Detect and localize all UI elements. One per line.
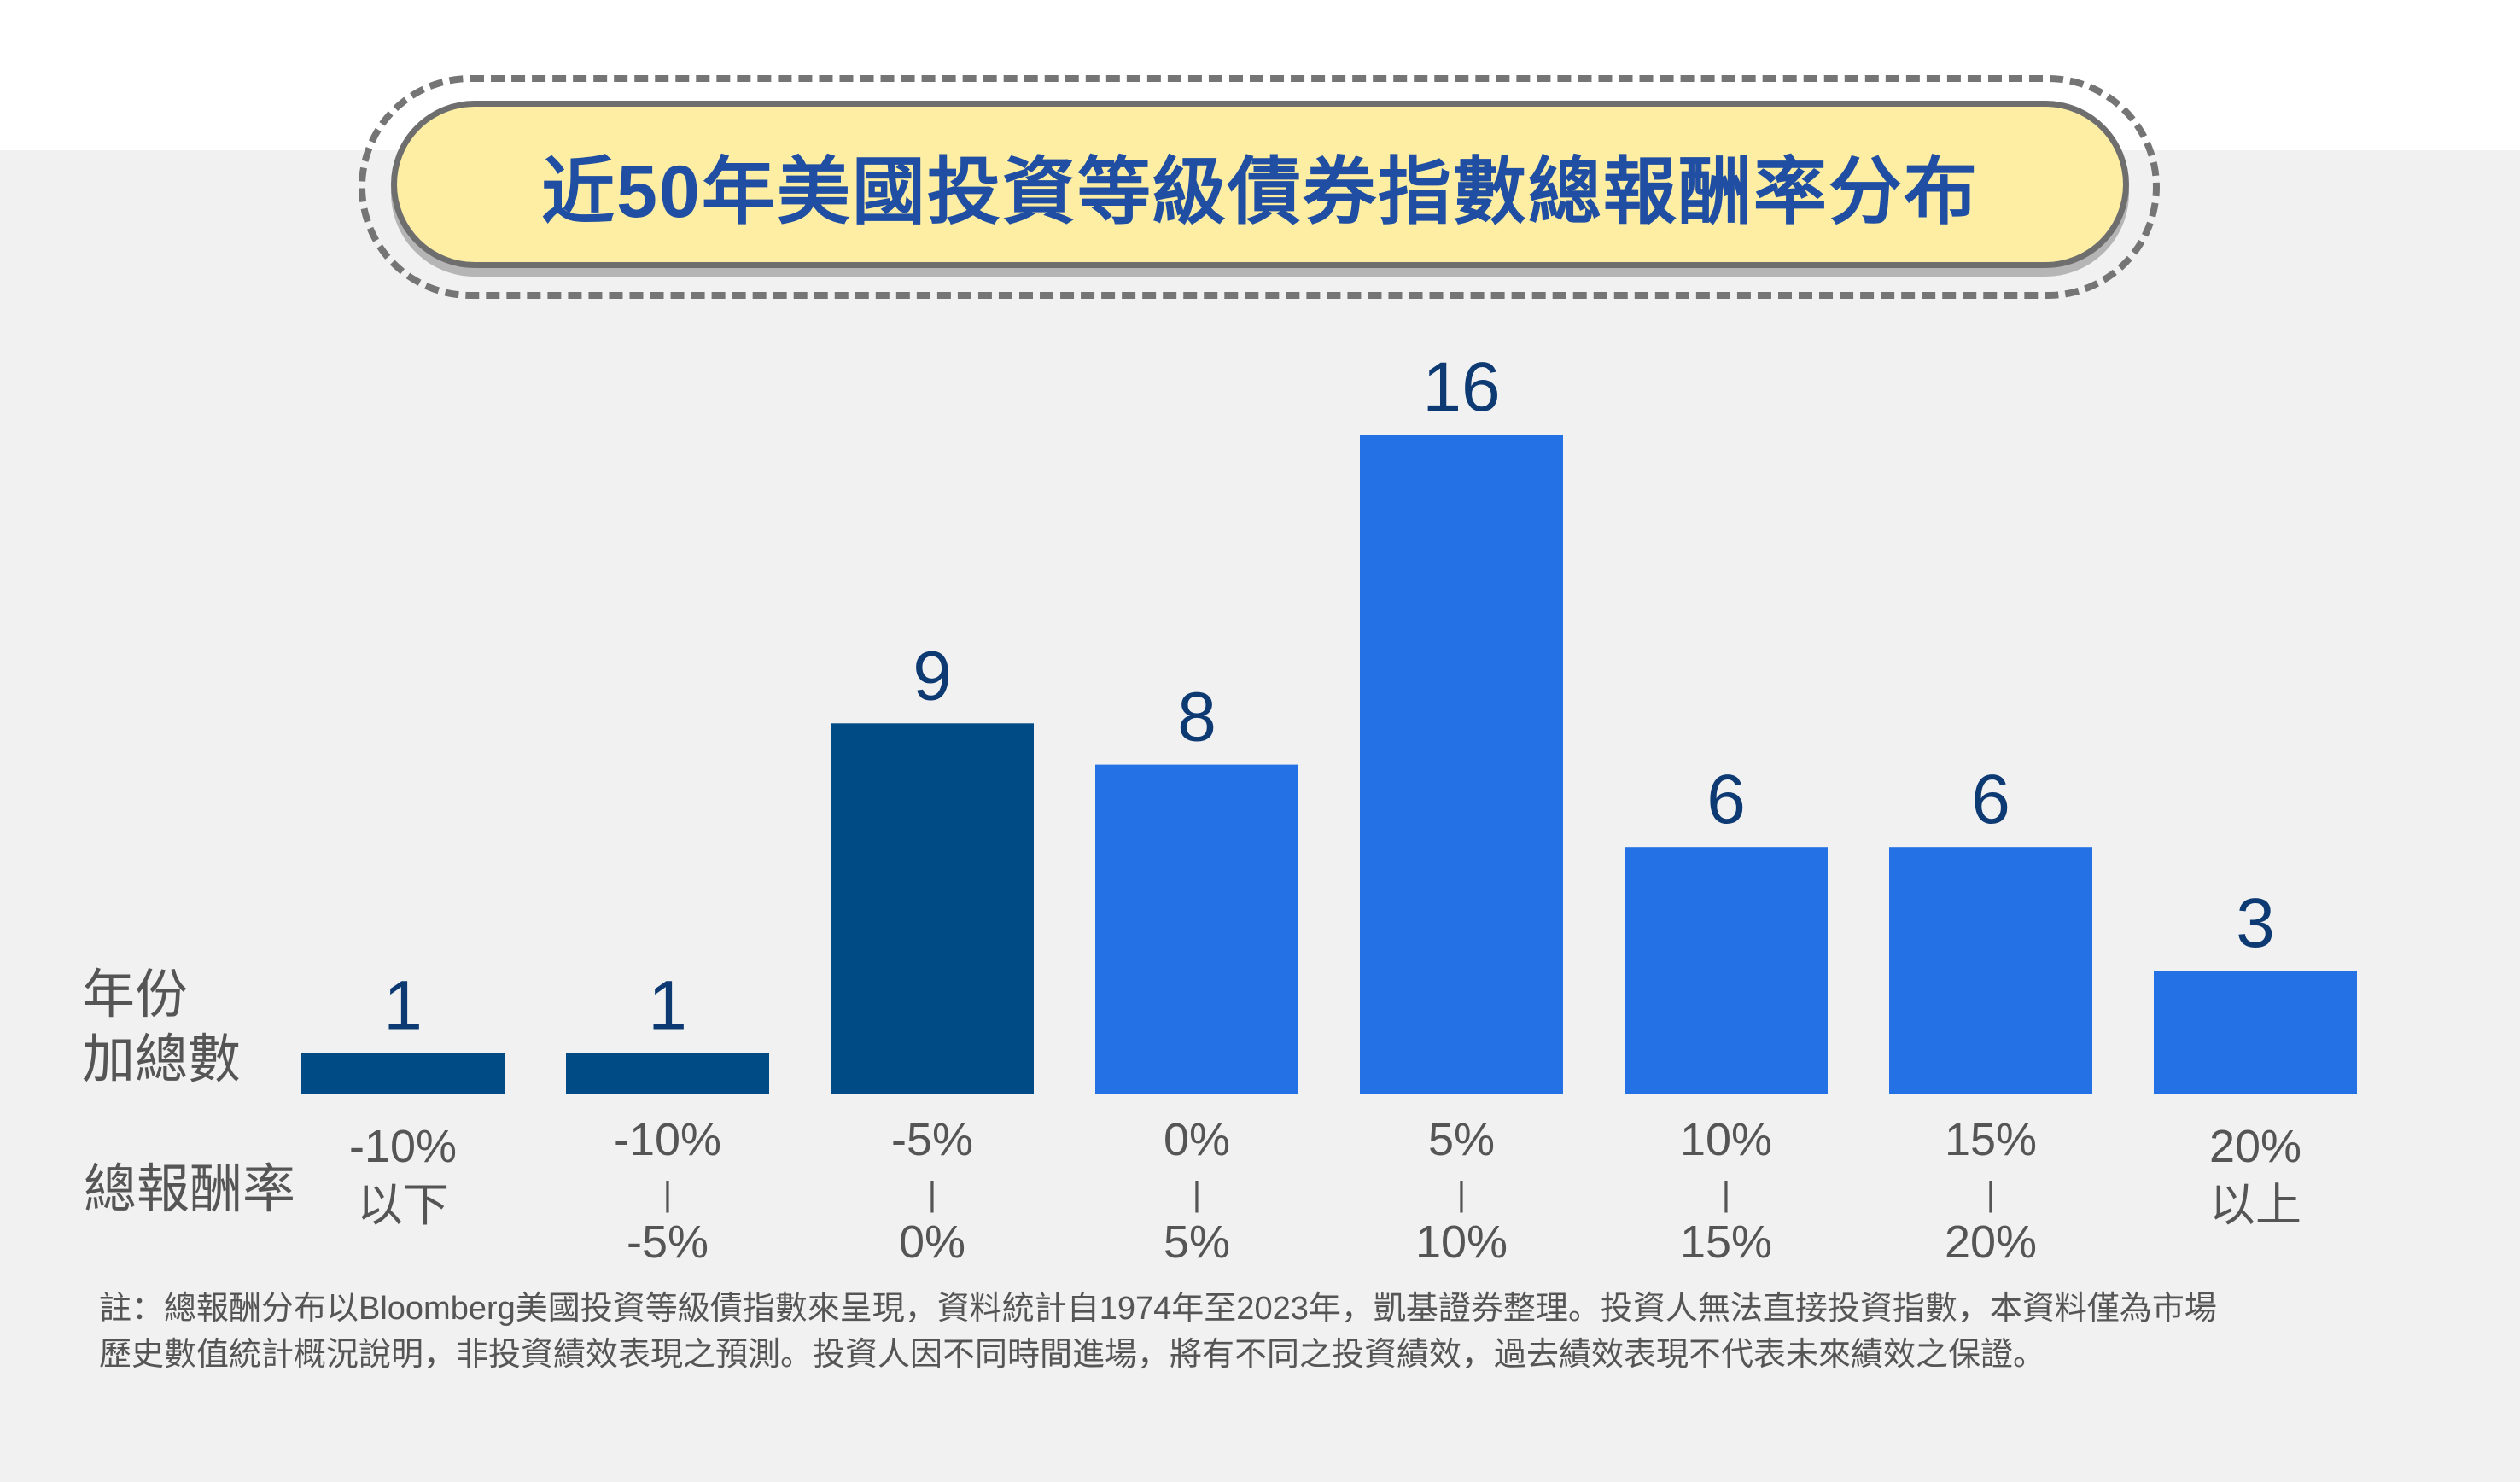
footnote-line2: 歷史數值統計概況說明，非投資績效表現之預測。投資人因不同時間進場，將有不同之投資…	[99, 1337, 2046, 1373]
tick-label-3-upper: -5%	[891, 1114, 973, 1165]
tick-label-5-upper: 5%	[1428, 1114, 1495, 1165]
chart-title: 近50年美國投資等級債券指數總報酬率分布	[541, 150, 1979, 233]
tick-label-2-upper: -10%	[614, 1114, 721, 1165]
bar-5	[1360, 435, 1563, 1094]
bar-2	[566, 1053, 769, 1094]
bar-7	[1889, 847, 2092, 1094]
tick-label-3-lower: 0%	[899, 1217, 965, 1268]
tick-label-8-lower: 以上	[2209, 1180, 2301, 1231]
bar-6	[1625, 847, 1828, 1094]
tick-separator-2: |	[663, 1176, 672, 1213]
tick-label-2-lower: -5%	[627, 1217, 709, 1268]
bar-1	[301, 1053, 505, 1094]
tick-label-1-lower: 以下	[357, 1180, 449, 1231]
return-axis-label: 總報酬率	[84, 1160, 296, 1219]
tick-label-8-upper: 20%	[2209, 1121, 2301, 1172]
count-axis-label-line1: 年份	[82, 966, 189, 1024]
bar-8	[2154, 971, 2357, 1094]
tick-label-4-upper: 0%	[1164, 1114, 1230, 1165]
value-label-2: 1	[648, 967, 687, 1045]
count-axis-label: 年份 加總數	[82, 963, 241, 1093]
title-dashed-frame	[359, 75, 2160, 299]
footnote-line1: 註：總報酬分布以Bloomberg美國投資等級債指數來呈現，資料統計自1974年…	[99, 1291, 2217, 1327]
tick-label-6-upper: 10%	[1680, 1114, 1772, 1165]
value-label-1: 1	[383, 967, 423, 1045]
value-label-6: 6	[1706, 761, 1746, 838]
value-label-5: 16	[1422, 348, 1500, 426]
value-label-4: 8	[1177, 679, 1216, 756]
value-label-3: 9	[913, 637, 952, 715]
title-banner: 近50年美國投資等級債券指數總報酬率分布	[391, 101, 2129, 268]
tick-label-5-lower: 10%	[1415, 1217, 1508, 1268]
tick-separator-4: |	[1193, 1176, 1201, 1213]
tick-label-1-upper: -10%	[349, 1121, 457, 1172]
tick-label-7-lower: 20%	[1945, 1217, 2037, 1268]
tick-label-6-lower: 15%	[1680, 1217, 1772, 1268]
count-axis-label-line2: 加總數	[82, 1030, 242, 1089]
tick-label-7-upper: 15%	[1945, 1114, 2037, 1165]
tick-label-4-lower: 5%	[1164, 1217, 1230, 1268]
footnote: 註：總報酬分布以Bloomberg美國投資等級債指數來呈現，資料統計自1974年…	[99, 1286, 2438, 1378]
bar-4	[1095, 764, 1298, 1094]
bar-3	[831, 723, 1034, 1094]
tick-separator-7: |	[1986, 1176, 1995, 1213]
value-label-7: 6	[1971, 761, 2010, 838]
tick-separator-3: |	[928, 1176, 936, 1213]
value-label-8: 3	[2236, 884, 2275, 962]
tick-separator-6: |	[1722, 1176, 1730, 1213]
tick-separator-5: |	[1457, 1176, 1466, 1213]
